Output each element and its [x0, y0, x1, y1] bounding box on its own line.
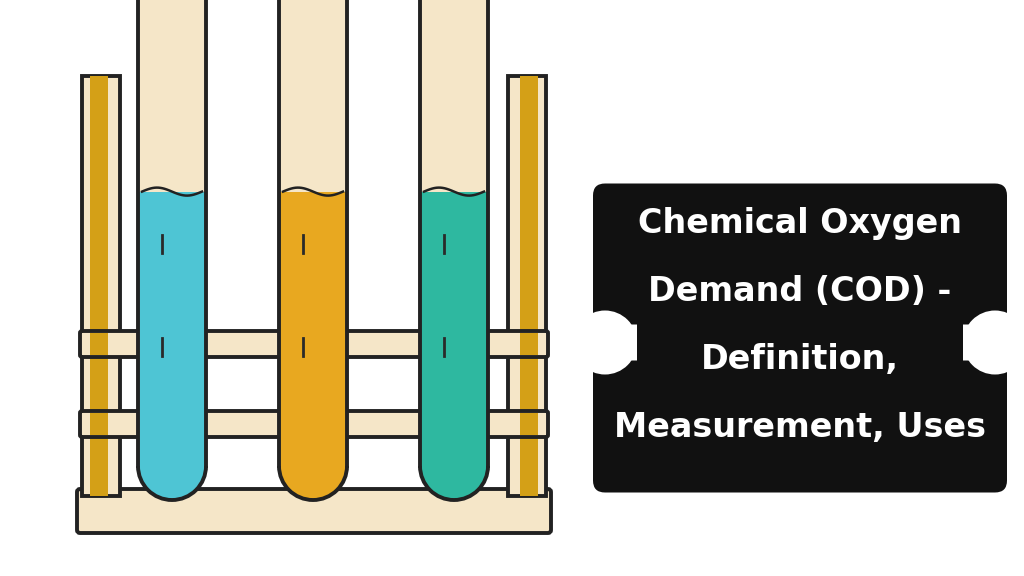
- FancyBboxPatch shape: [593, 361, 1007, 492]
- Bar: [90, 76, 108, 496]
- Bar: [138, 192, 206, 466]
- Bar: [279, 192, 347, 466]
- Bar: [637, 313, 963, 373]
- Bar: [520, 76, 538, 496]
- Wedge shape: [138, 466, 206, 500]
- Text: Measurement, Uses: Measurement, Uses: [614, 411, 986, 444]
- Bar: [520, 413, 538, 435]
- Bar: [420, 0, 488, 466]
- Bar: [82, 76, 120, 496]
- FancyBboxPatch shape: [80, 331, 548, 357]
- Text: Chemical Oxygen: Chemical Oxygen: [638, 207, 962, 240]
- FancyBboxPatch shape: [593, 184, 1007, 324]
- Wedge shape: [420, 466, 488, 500]
- Wedge shape: [420, 466, 488, 500]
- Wedge shape: [279, 466, 347, 500]
- Bar: [508, 76, 546, 496]
- Text: Definition,: Definition,: [701, 343, 899, 376]
- Text: Demand (COD) -: Demand (COD) -: [648, 275, 951, 308]
- Circle shape: [963, 310, 1024, 374]
- Bar: [90, 333, 108, 355]
- Circle shape: [573, 310, 637, 374]
- FancyBboxPatch shape: [77, 489, 551, 533]
- Bar: [420, 192, 488, 466]
- Bar: [279, 0, 347, 466]
- Bar: [90, 413, 108, 435]
- FancyBboxPatch shape: [80, 411, 548, 437]
- Wedge shape: [279, 466, 347, 500]
- Bar: [138, 0, 206, 466]
- Bar: [520, 333, 538, 355]
- Wedge shape: [138, 466, 206, 500]
